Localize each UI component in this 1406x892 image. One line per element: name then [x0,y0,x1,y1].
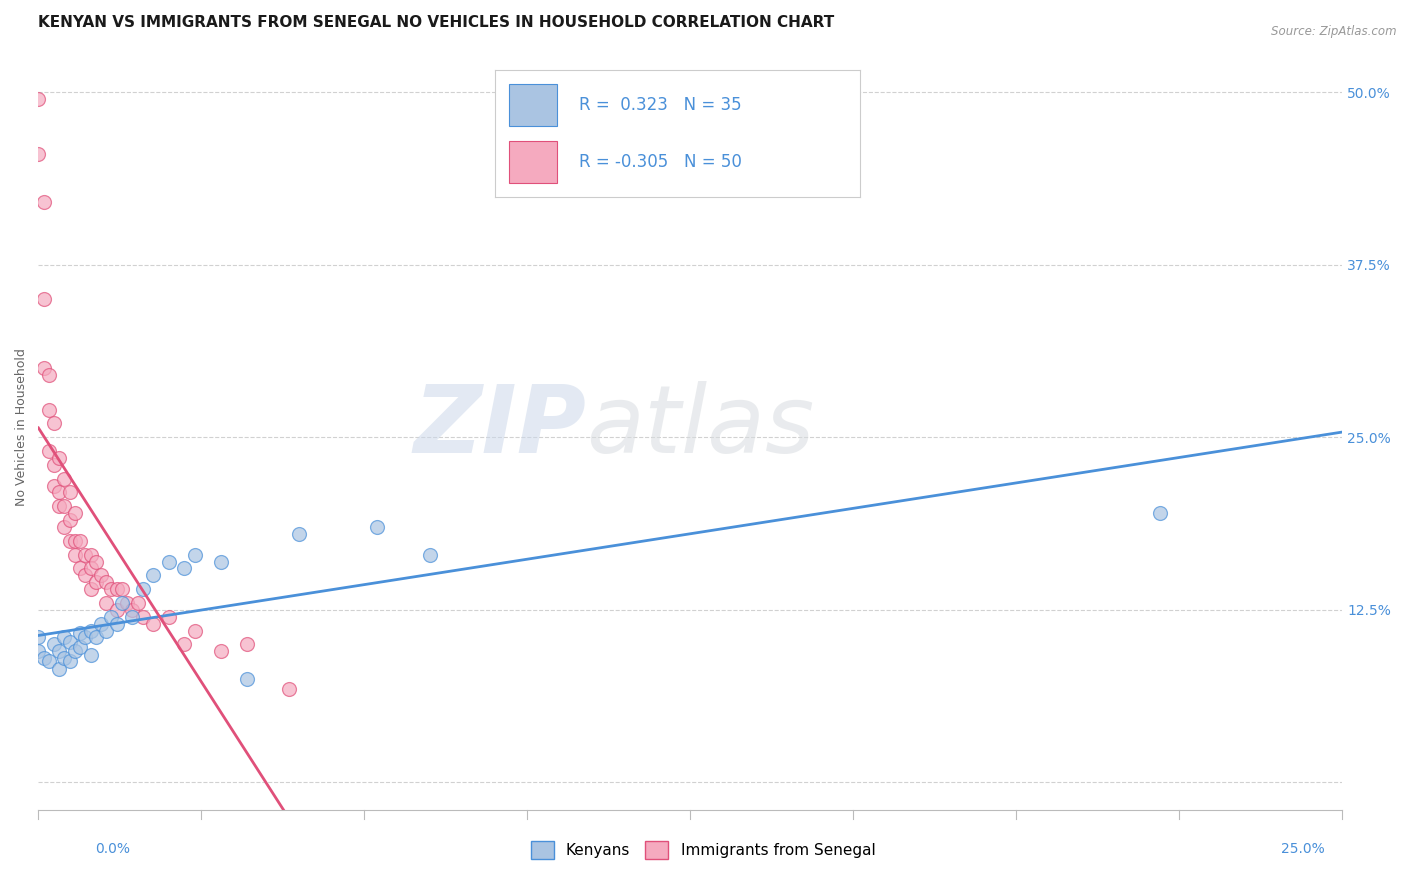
Point [105,582,128,596]
Point [38,368,60,383]
Point [53,631,76,645]
Point [53,500,76,514]
Point [236,672,259,686]
Point [111,582,134,596]
Point [75,568,97,582]
Point [277,681,299,696]
Point [38,444,60,458]
Point [59,533,82,548]
Point [75,548,97,562]
Point [53,651,76,665]
Point [90,568,112,582]
Point [111,596,134,610]
Text: 0.0%: 0.0% [96,842,131,856]
Point [63,533,86,548]
Point [142,568,165,582]
Point [132,582,155,596]
Point [96,624,118,638]
Point [42,637,65,651]
Y-axis label: No Vehicles in Household: No Vehicles in Household [15,348,28,506]
Point [96,575,118,590]
Text: atlas: atlas [586,382,814,473]
Point [59,654,82,668]
Point [69,533,91,548]
Point [121,609,143,624]
Point [32,651,55,665]
Point [48,662,70,676]
Point [100,609,122,624]
Point [59,634,82,648]
Point [63,548,86,562]
Point [32,292,55,306]
Point [115,596,138,610]
Point [84,631,107,645]
Point [63,506,86,520]
Point [32,195,55,210]
Point [75,631,97,645]
Point [42,417,65,431]
Point [184,548,207,562]
Point [366,520,388,534]
Point [48,500,70,514]
Point [79,624,101,638]
Point [53,520,76,534]
Point [27,644,49,658]
Point [79,548,101,562]
Point [90,616,112,631]
Point [209,644,232,658]
Legend: Kenyans, Immigrants from Senegal: Kenyans, Immigrants from Senegal [524,835,882,864]
Point [48,644,70,658]
Point [63,644,86,658]
Point [142,616,165,631]
Point [42,478,65,492]
Point [1149,506,1171,520]
Point [38,654,60,668]
Point [48,450,70,465]
Text: 25.0%: 25.0% [1281,842,1324,856]
Point [127,596,149,610]
Point [173,637,195,651]
Point [69,561,91,575]
Point [27,147,49,161]
Point [48,485,70,500]
Point [184,624,207,638]
Text: ZIP: ZIP [413,381,586,473]
Point [53,472,76,486]
Point [79,561,101,575]
Point [236,637,259,651]
Point [79,582,101,596]
Point [27,631,49,645]
Point [42,458,65,472]
Point [288,527,311,541]
Point [27,92,49,106]
Point [173,561,195,575]
Point [132,609,155,624]
Point [84,555,107,569]
Text: KENYAN VS IMMIGRANTS FROM SENEGAL NO VEHICLES IN HOUSEHOLD CORRELATION CHART: KENYAN VS IMMIGRANTS FROM SENEGAL NO VEH… [38,15,835,30]
Point [157,555,180,569]
Point [32,361,55,376]
Point [59,485,82,500]
Point [84,575,107,590]
Text: Source: ZipAtlas.com: Source: ZipAtlas.com [1271,25,1396,38]
Point [69,626,91,640]
Point [79,648,101,663]
Point [419,548,441,562]
Point [209,555,232,569]
Point [121,603,143,617]
Point [38,402,60,417]
Point [105,603,128,617]
Point [59,513,82,527]
Point [69,640,91,655]
Point [105,616,128,631]
Point [100,582,122,596]
Point [157,609,180,624]
Point [96,596,118,610]
